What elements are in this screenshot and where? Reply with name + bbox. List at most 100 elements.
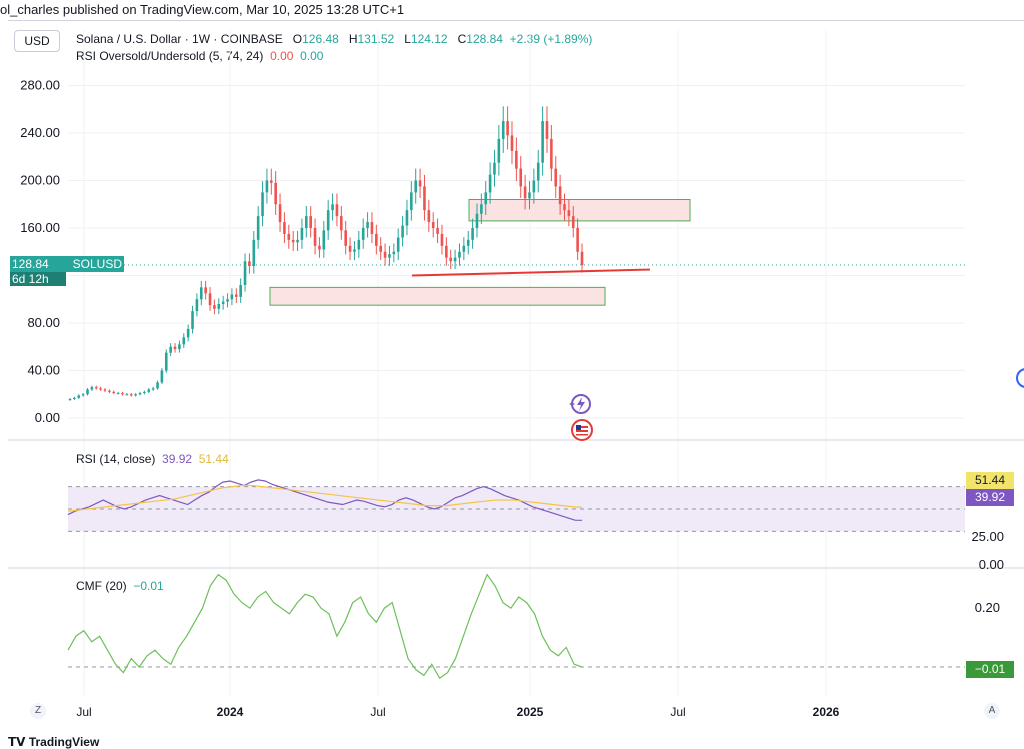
candle-body [108, 390, 111, 392]
currency-button[interactable]: USD [14, 30, 60, 52]
x-tick-label: 2024 [217, 705, 244, 719]
candle-body [147, 389, 151, 392]
candle-body [234, 294, 238, 297]
rsi-ma-value: 51.44 [198, 452, 229, 466]
candle-body [94, 387, 98, 389]
candle-body [545, 121, 549, 139]
low-value: 124.12 [410, 32, 448, 46]
candle-body [480, 204, 483, 214]
tradingview-logo: 𝗧𝗩 TradingView [8, 735, 99, 749]
candle-body [567, 210, 571, 217]
indicator-value-2: 0.00 [300, 49, 324, 63]
candle-body [318, 245, 321, 250]
lightning-icon[interactable] [568, 393, 592, 417]
candle-body [213, 305, 216, 309]
candle-body [554, 168, 558, 187]
candle-body [129, 394, 133, 396]
candle-body [217, 304, 221, 309]
candle-body [458, 251, 461, 258]
timezone-button[interactable]: Z [30, 703, 46, 719]
brand-name: TradingView [28, 735, 100, 749]
candle-body [221, 301, 225, 304]
candle-body [103, 389, 107, 391]
candle-body [125, 394, 129, 396]
us-flag-icon[interactable] [570, 418, 594, 442]
cmf-value: −0.01 [133, 579, 164, 593]
rsi-label: RSI (14, close) [76, 452, 156, 466]
candle-body [186, 328, 190, 338]
candle-body [383, 251, 387, 258]
bar-countdown: 6d 12h [10, 272, 66, 286]
candle-body [322, 230, 326, 250]
y-tick-label: 200.00 [20, 173, 60, 188]
y-tick-label: 80.00 [27, 315, 60, 330]
candle-body [269, 180, 273, 183]
candle-body [576, 228, 579, 252]
symbol-description: Solana / U.S. Dollar · 1W · COINBASE [76, 32, 283, 46]
candle-body [173, 346, 177, 350]
low-label: L [404, 32, 411, 46]
candle-body [563, 204, 566, 211]
x-tick-label: Jul [370, 705, 385, 719]
candle-body [405, 210, 409, 226]
candle-body [143, 391, 146, 394]
candle-body [510, 135, 514, 151]
resistance-zone [468, 199, 691, 222]
panel-divider [8, 20, 1024, 21]
candle-body [331, 204, 334, 211]
x-tick-label: Jul [670, 705, 685, 719]
candle-body [265, 180, 269, 193]
cmf-line [67, 573, 583, 680]
candle-body [160, 370, 164, 383]
cmf-tag: −0.01 [966, 661, 1014, 678]
candle-body [178, 344, 181, 350]
auto-scale-button[interactable]: A [984, 703, 1000, 719]
y-tick-label: 0.00 [35, 410, 60, 425]
candle-body [256, 216, 260, 240]
candle-body [199, 287, 203, 300]
symbol-tag: SOLUSD [72, 257, 122, 271]
candle-body [462, 245, 466, 252]
candle-body [440, 233, 444, 246]
cmf-legend: CMF (20) −0.01 [76, 579, 164, 593]
candle-body [475, 213, 479, 228]
candle-body [151, 388, 155, 390]
candle-body [484, 192, 488, 205]
candle-body [353, 249, 356, 252]
close-value: 128.84 [466, 32, 503, 46]
candle-body [274, 182, 277, 205]
candle-body [388, 254, 391, 258]
candle-body [335, 204, 339, 217]
support-trendline [411, 268, 651, 277]
candle-body [414, 180, 418, 193]
candle-body [230, 294, 234, 300]
candle-body [536, 162, 540, 181]
current-price: 128.84 [12, 257, 49, 271]
candle-body [410, 192, 413, 211]
candle-body [300, 228, 304, 240]
candle-body [532, 180, 536, 193]
candle-body [248, 261, 251, 266]
x-tick-label: 2026 [813, 705, 840, 719]
y-tick-label: 240.00 [20, 125, 60, 140]
candle-body [169, 346, 172, 353]
candle-body [501, 121, 505, 139]
price-tag: 128.84 SOLUSD 6d 12h [10, 256, 124, 286]
candle-body [344, 230, 347, 246]
rsi-value: 39.92 [162, 452, 193, 466]
candle-body [156, 382, 159, 389]
candle-body [77, 395, 81, 398]
indicator-legend: RSI Oversold/Undersold (5, 74, 24) 0.00 … [76, 49, 323, 63]
candle-body [571, 216, 575, 228]
rsi-legend: RSI (14, close) 39.92 51.44 [76, 452, 229, 466]
candle-body [519, 168, 523, 187]
candle-body [436, 228, 439, 234]
rsi-tick-label: 25.00 [971, 529, 1004, 544]
candle-body [204, 287, 207, 294]
candle-body [453, 257, 457, 262]
candle-body [558, 186, 562, 205]
rsi-ma-tag: 51.44 [966, 472, 1014, 489]
candle-body [423, 186, 426, 211]
publisher-line: ol_charles published on TradingView.com,… [0, 2, 405, 17]
